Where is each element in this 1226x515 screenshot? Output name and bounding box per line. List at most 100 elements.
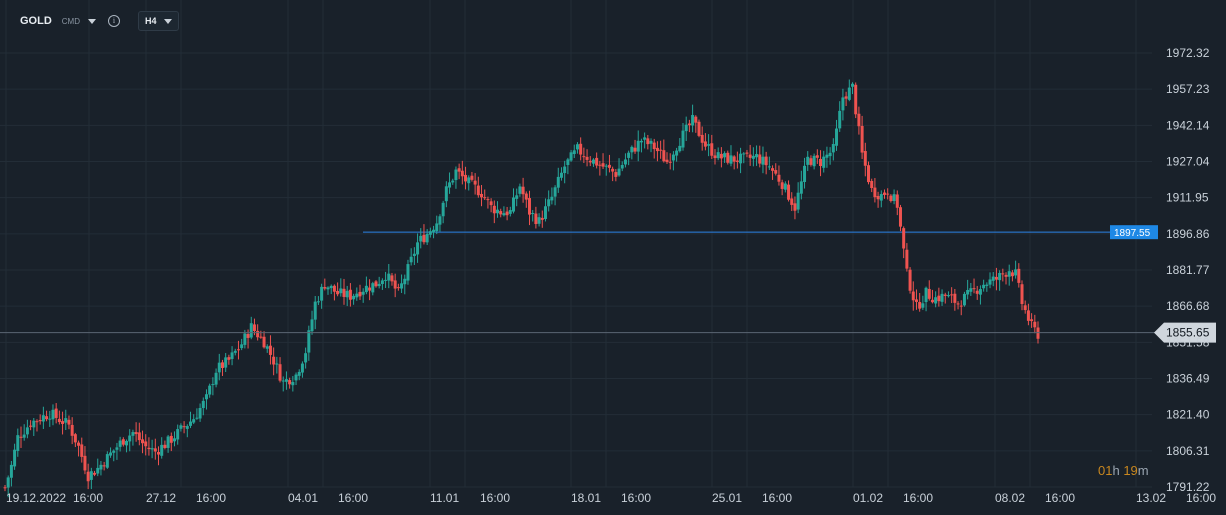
y-tick-label: 1851.58 — [1166, 335, 1210, 349]
chevron-down-icon — [163, 18, 172, 24]
candle-body — [780, 182, 784, 189]
candle-body — [278, 364, 282, 381]
candle-body — [806, 156, 810, 165]
candle-body — [259, 336, 263, 338]
candle-body — [182, 426, 186, 428]
y-tick-label: 1911.95 — [1166, 191, 1209, 205]
x-tick-label: 16:00 — [621, 491, 651, 505]
candle-body — [870, 180, 874, 188]
candle-body — [179, 425, 183, 429]
candle-body — [819, 158, 823, 167]
candle-body — [1023, 305, 1027, 311]
candle-body — [451, 180, 455, 183]
candle-body — [735, 160, 739, 162]
candle-body — [99, 464, 103, 470]
x-tick-label: 25.01 — [712, 491, 742, 505]
info-icon[interactable]: i — [108, 15, 120, 27]
candle-body — [537, 217, 541, 224]
candle-body — [713, 155, 717, 159]
candle-body — [252, 324, 256, 332]
candle-body — [387, 273, 391, 281]
candle-body — [304, 353, 308, 363]
candle-body — [476, 185, 480, 196]
candle-body — [246, 334, 250, 338]
candle-body — [416, 242, 420, 255]
candle-body — [707, 144, 711, 146]
candle-body — [499, 211, 503, 215]
candle-body — [771, 168, 775, 171]
candle-body — [697, 121, 701, 136]
y-tick-label: 1942.14 — [1166, 118, 1210, 132]
price-axis[interactable]: 1972.32 1957.23 1942.14 1927.04 1911.95 1896.… — [1166, 46, 1210, 494]
candle-body — [288, 380, 292, 385]
candle-body — [332, 285, 336, 292]
candle-body — [281, 380, 285, 382]
y-tick-label: 1972.32 — [1166, 46, 1210, 60]
candle-body — [470, 175, 474, 180]
x-tick-label: 01.02 — [853, 491, 883, 505]
candle-body — [243, 333, 247, 345]
candle-body — [13, 449, 17, 467]
candle-body — [1014, 269, 1018, 276]
candle-body — [946, 295, 950, 297]
candle-body — [131, 432, 135, 436]
horizontal-line-layer[interactable]: 1897.55 — [363, 225, 1158, 240]
candle-body — [556, 176, 560, 188]
candle-body — [633, 147, 637, 152]
candle-body — [559, 172, 563, 178]
candle-body — [841, 97, 845, 111]
x-tick-label: 16:00 — [1186, 491, 1216, 505]
candle-body — [579, 143, 583, 155]
candle-body — [400, 283, 404, 289]
candle-body — [566, 159, 570, 165]
candle-body — [128, 435, 132, 442]
candle-body — [361, 291, 365, 295]
candle-body — [214, 372, 218, 385]
candle-body — [758, 154, 762, 164]
candle-body — [876, 195, 880, 200]
candle-body — [112, 450, 116, 453]
timeframe-selector[interactable]: H4 — [138, 11, 179, 31]
candle-body — [9, 464, 13, 478]
candle-body — [617, 168, 621, 176]
candle-body — [745, 152, 749, 154]
candle-body — [787, 184, 791, 200]
chart-grid — [0, 0, 1152, 488]
candle-body — [272, 356, 276, 365]
candle-body — [240, 344, 244, 349]
candle-body — [719, 153, 723, 159]
candle-body — [316, 301, 320, 303]
candle-body — [192, 419, 196, 423]
candle-body — [703, 141, 707, 147]
candle-body — [204, 394, 208, 400]
candle-body — [691, 114, 695, 126]
candle-body — [291, 382, 295, 386]
candle-body — [652, 142, 656, 150]
time-axis[interactable]: 19.12.2022 16:00 27.12 16:00 04.01 16:00 11.01… — [6, 491, 1216, 505]
candle-body — [118, 440, 122, 447]
candle-body — [1017, 268, 1021, 283]
candle-body — [310, 319, 314, 332]
candle-body — [975, 290, 979, 294]
candle-body — [217, 362, 221, 373]
candle-body — [950, 294, 954, 296]
candle-body — [675, 150, 679, 156]
candle-body — [614, 172, 618, 177]
candle-body — [505, 211, 509, 216]
candle-body — [569, 152, 573, 161]
candle-body — [956, 303, 960, 305]
candle-body — [16, 435, 20, 451]
candle-body — [716, 152, 720, 159]
candle-body — [432, 229, 436, 233]
x-tick-label: 16:00 — [338, 491, 368, 505]
symbol-name[interactable]: GOLD — [20, 15, 52, 27]
candle-body — [1033, 321, 1037, 328]
symbol-dropdown-icon[interactable] — [88, 18, 96, 24]
candle-body — [515, 195, 519, 199]
candle-body — [489, 201, 493, 206]
candle-body — [268, 345, 272, 355]
candle-body — [646, 138, 650, 145]
candle-body — [985, 284, 989, 286]
candle-body — [454, 169, 458, 181]
